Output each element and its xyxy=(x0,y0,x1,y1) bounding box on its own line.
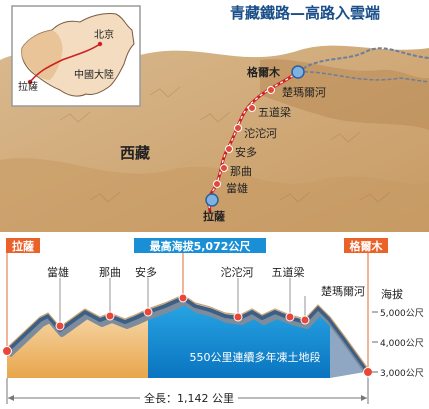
elevation-profile: 拉薩 最高海拔5,072公尺 格爾木 當雄 那曲 安多 沱沱河 五道梁 楚瑪爾河… xyxy=(0,232,429,409)
station-dot-naqu xyxy=(220,164,228,172)
profile-dot-peak xyxy=(178,293,188,303)
profile-dot-lhasa xyxy=(2,346,12,356)
terminus-dot-golmud xyxy=(291,65,305,79)
total-length-bar: 全長：1,142 公里 xyxy=(6,378,369,405)
altitude-tick-5000: 5,000公尺 xyxy=(380,308,424,319)
profile-tag-lhasa: 拉薩 xyxy=(6,238,40,253)
map-label-chumarhe: 楚瑪爾河 xyxy=(282,85,326,99)
altitude-axis-title: 海拔 xyxy=(381,287,403,301)
map-label-wudaoliang: 五道梁 xyxy=(258,105,291,119)
profile-tag-lhasa-text: 拉薩 xyxy=(12,239,34,253)
station-dot-tuotuohe xyxy=(234,124,242,132)
map-region-label: 西藏 xyxy=(120,144,150,162)
altitude-tick-4000: 4,000公尺 xyxy=(380,338,424,349)
altitude-tick-3000: 3,000公尺 xyxy=(380,368,424,379)
profile-dot-anduo xyxy=(143,307,153,317)
profile-dot-dangxiong xyxy=(55,321,65,331)
map-label-anduo: 安多 xyxy=(235,145,257,159)
profile-label-tuotuohe: 沱沱河 xyxy=(221,265,254,279)
inset-beijing-dot xyxy=(97,41,103,47)
map-label-golmud: 格爾木 xyxy=(247,65,281,79)
map-label-tuotuohe: 沱沱河 xyxy=(244,126,277,140)
map-stations xyxy=(213,86,275,188)
profile-label-chumarhe: 楚瑪爾河 xyxy=(321,284,365,298)
tibet-map xyxy=(0,45,429,232)
inset-lhasa-dot xyxy=(27,79,33,85)
profile-dot-wudaoliang xyxy=(285,312,295,322)
profile-label-wudaoliang: 五道梁 xyxy=(272,265,305,279)
inset-label-china: 中國大陸 xyxy=(74,68,114,81)
terminus-dot-lhasa xyxy=(205,193,219,207)
profile-tag-golmud: 格爾木 xyxy=(344,238,388,253)
station-dot-chumarhe xyxy=(267,86,275,94)
total-length-label: 全長：1,142 公里 xyxy=(144,391,234,405)
map-label-dangxiong: 當雄 xyxy=(226,181,248,195)
map-label-naqu: 那曲 xyxy=(230,165,252,178)
profile-tag-golmud-text: 格爾木 xyxy=(350,239,384,253)
station-dot-dangxiong xyxy=(213,180,221,188)
profile-dot-golmud xyxy=(363,367,373,377)
profile-ground-fill xyxy=(7,312,148,378)
inset-label-beijing: 北京 xyxy=(94,28,114,41)
profile-dot-tuotuohe xyxy=(233,312,243,322)
profile-dot-chumarhe xyxy=(300,315,310,325)
profile-dot-naqu xyxy=(105,311,115,321)
profile-tag-peak-text: 最高海拔5,072公尺 xyxy=(150,239,251,253)
inset-map: 北京 拉薩 中國大陸 xyxy=(11,5,141,107)
profile-label-dangxiong: 當雄 xyxy=(47,265,69,279)
profile-tag-peak: 最高海拔5,072公尺 xyxy=(134,238,266,253)
page-title: 青藏鐵路—高路入雲端 xyxy=(230,4,380,22)
permafrost-label: 550公里連續多年凍土地段 xyxy=(190,350,321,364)
station-dot-anduo xyxy=(225,145,233,153)
station-dot-wudaoliang xyxy=(248,104,256,112)
profile-label-anduo: 安多 xyxy=(135,265,157,279)
map-label-lhasa: 拉薩 xyxy=(203,209,225,223)
profile-label-naqu: 那曲 xyxy=(99,266,121,279)
inset-label-lhasa: 拉薩 xyxy=(18,80,38,93)
